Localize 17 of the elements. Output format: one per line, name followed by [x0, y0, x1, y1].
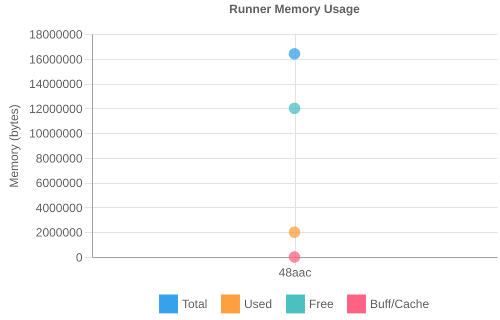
- y-tick-label: 6000000: [36, 176, 83, 190]
- y-axis-title: Memory (bytes): [7, 104, 22, 188]
- y-tick-label: 12000000: [29, 102, 83, 116]
- y-tick-label: 8000000: [36, 151, 83, 166]
- y-tick-label: 0: [76, 250, 83, 264]
- legend-label: Buff/Cache: [370, 296, 430, 311]
- legend-label: Total: [182, 296, 208, 311]
- legend-label: Used: [244, 296, 272, 311]
- y-tick-label: 16000000: [29, 52, 83, 66]
- x-tick-label: 48aac: [278, 266, 312, 280]
- legend-label: Free: [309, 296, 334, 311]
- y-tick-label: 18000000: [29, 28, 83, 42]
- y-tick-label: 2000000: [36, 226, 83, 240]
- y-tick-label: 4000000: [36, 200, 83, 215]
- y-tick-label: 10000000: [29, 126, 83, 141]
- chart-title: Runner Memory Usage: [229, 2, 360, 16]
- y-tick-label: 14000000: [29, 77, 83, 92]
